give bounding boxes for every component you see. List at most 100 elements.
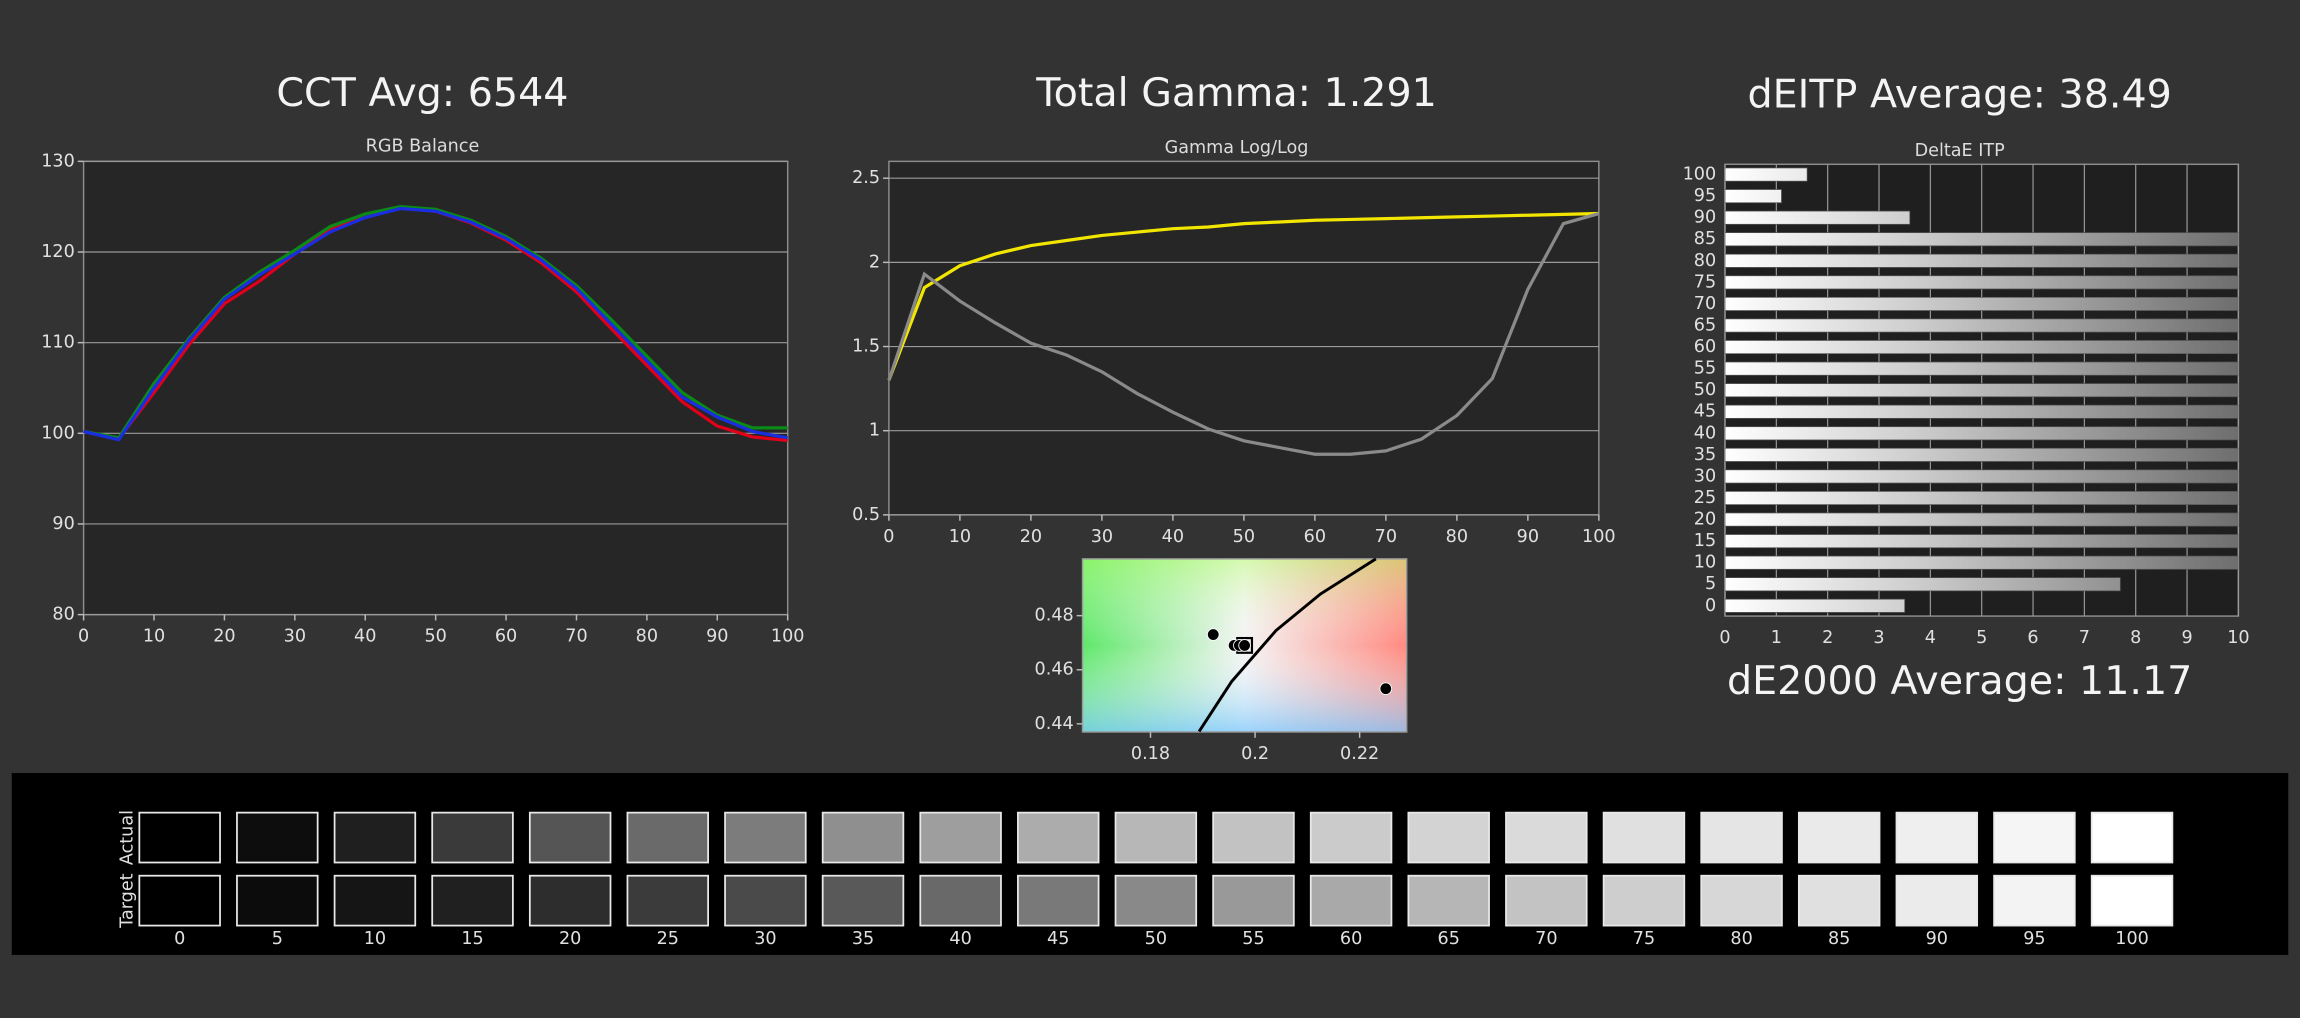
chart-title: Gamma Log/Log (1165, 138, 1309, 158)
heading: Total Gamma: 1.291 (1035, 70, 1437, 116)
caption: dE2000 Average: 11.17 (1727, 658, 2192, 704)
y-tick-label: 0.44 (1035, 714, 1074, 734)
swatch (1700, 874, 1783, 927)
y-tick-label: 30 (1694, 466, 1716, 486)
x-tick-label: 9 (2181, 628, 2192, 648)
x-tick-label: 7 (2079, 628, 2090, 648)
x-tick-label: 2 (1822, 628, 1833, 648)
bar (1725, 253, 2239, 268)
y-tick-label: 15 (1694, 531, 1716, 551)
y-tick-label: 90 (52, 514, 74, 534)
swatch (138, 811, 221, 864)
x-tick-label: 70 (565, 627, 587, 647)
column-label: 20 (559, 929, 581, 949)
swatch (236, 874, 319, 927)
y-tick-label: 110 (41, 333, 75, 353)
swatch (333, 811, 417, 864)
x-tick-label: 1 (1771, 628, 1782, 648)
bar (1725, 512, 2239, 527)
x-tick-label: 8 (2130, 628, 2141, 648)
bar (1725, 447, 2239, 462)
x-tick-label: 60 (1304, 527, 1326, 547)
y-tick-label: 45 (1694, 402, 1716, 422)
swatch (1407, 811, 1490, 864)
column-label: 0 (174, 929, 185, 949)
y-tick-label: 90 (1694, 208, 1716, 228)
bar (1725, 469, 2239, 484)
x-tick-label: 0 (78, 627, 89, 647)
bar (1725, 426, 2239, 441)
x-tick-label: 40 (354, 627, 376, 647)
bar (1725, 534, 2239, 549)
row-label: Target (118, 873, 138, 929)
x-tick-label: 5 (1976, 628, 1987, 648)
bar (1725, 555, 2239, 570)
swatch (821, 811, 905, 864)
column-label: 80 (1730, 929, 1752, 949)
column-label: 10 (364, 929, 386, 949)
x-tick-label: 4 (1925, 628, 1936, 648)
bar (1725, 210, 1911, 225)
swatch (821, 874, 905, 927)
x-tick-label: 100 (771, 627, 805, 647)
swatch (333, 874, 417, 927)
x-tick-label: 40 (1162, 527, 1184, 547)
x-tick-label: 80 (1446, 527, 1468, 547)
x-tick-label: 50 (1233, 527, 1255, 547)
x-tick-label: 0 (883, 527, 894, 547)
swatch (1993, 874, 2076, 927)
swatch (724, 811, 807, 864)
x-tick-label: 90 (1517, 527, 1539, 547)
swatch (528, 811, 612, 864)
series-line (887, 211, 1600, 456)
y-tick-label: 80 (1694, 251, 1716, 271)
swatch (431, 811, 514, 864)
swatch (1407, 874, 1490, 927)
y-tick-label: 60 (1694, 337, 1716, 357)
swatch (1602, 874, 1686, 927)
swatch (1309, 874, 1393, 927)
x-tick-label: 80 (636, 627, 658, 647)
locus (1197, 557, 1377, 733)
swatch (2090, 811, 2174, 864)
bar (1725, 275, 2239, 290)
column-label: 50 (1145, 929, 1167, 949)
swatch (919, 874, 1002, 927)
column-label: 55 (1242, 929, 1264, 949)
y-tick-label: 0.5 (852, 505, 880, 525)
point (1379, 682, 1393, 695)
row-label: Actual (118, 810, 138, 865)
bar (1725, 404, 2239, 419)
x-tick-label: 60 (495, 627, 517, 647)
x-tick-label: 70 (1375, 527, 1397, 547)
heading: dEITP Average: 38.49 (1748, 71, 2172, 117)
x-tick-label: 0.22 (1340, 744, 1379, 764)
plot-area (82, 160, 789, 616)
y-tick-label: 50 (1694, 380, 1716, 400)
y-tick-label: 2 (869, 252, 880, 272)
swatch (1309, 811, 1393, 864)
column-label: 15 (461, 929, 483, 949)
bars (1725, 167, 2239, 613)
swatch (626, 811, 709, 864)
swatch (1895, 874, 1979, 927)
y-tick-label: 0.48 (1035, 606, 1074, 626)
y-tick-label: 75 (1694, 272, 1716, 292)
y-tick-label: 100 (1683, 165, 1717, 185)
y-tick-label: 1 (869, 421, 880, 441)
swatch (919, 811, 1002, 864)
column-label: 100 (2115, 929, 2149, 949)
point (1238, 639, 1251, 652)
y-tick-label: 40 (1694, 423, 1716, 443)
y-tick-label: 80 (52, 605, 74, 625)
swatch (2090, 874, 2174, 927)
swatch (528, 874, 612, 927)
y-tick-label: 10 (1694, 553, 1716, 573)
y-tick-label: 2.5 (852, 168, 880, 188)
x-tick-label: 0 (1719, 628, 1730, 648)
swatch (236, 811, 319, 864)
column-label: 30 (754, 929, 776, 949)
x-tick-label: 30 (284, 627, 306, 647)
swatch (1895, 811, 1979, 864)
